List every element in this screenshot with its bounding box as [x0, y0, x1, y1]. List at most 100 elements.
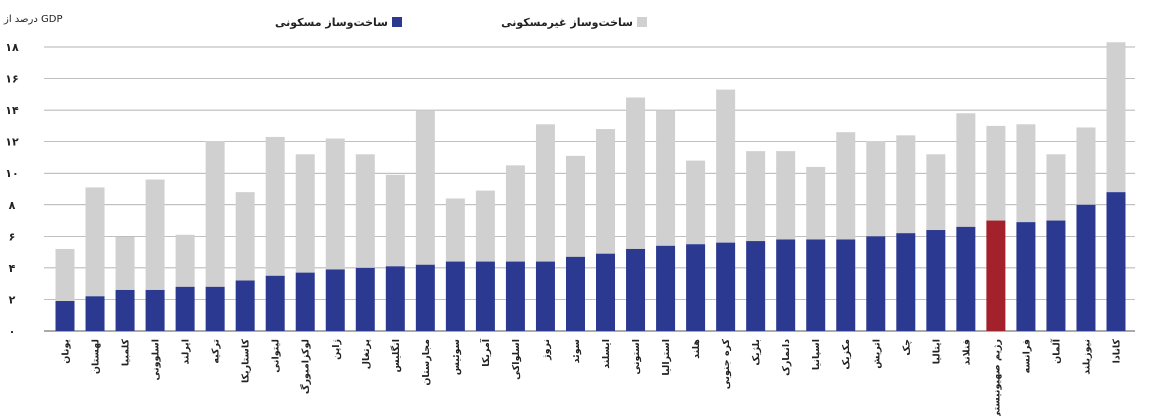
bar-residential [295, 272, 315, 331]
category-label: آلمان [1049, 338, 1062, 364]
bar-residential [145, 289, 165, 331]
bar-nonresidential [1106, 42, 1126, 193]
bar-nonresidential [1016, 124, 1036, 223]
y-axis-ticks: ۰ ۲ ۴ ۶ ۸ ۱۰ ۱۲ ۱۴ ۱۶ ۱۸ [5, 41, 19, 338]
bar-nonresidential [385, 174, 405, 267]
category-label: یونان [61, 339, 72, 364]
bar-residential [55, 301, 75, 331]
bar-residential [746, 241, 766, 331]
category-label: فرانسه [1021, 339, 1032, 373]
bar-nonresidential [896, 135, 916, 234]
bar-nonresidential [686, 160, 706, 245]
category-label: سوئیس [451, 339, 462, 375]
category-label: چک [901, 339, 912, 356]
category-label: استونی [631, 339, 642, 375]
category-label: اسپانیا [811, 339, 822, 370]
bar-nonresidential [265, 136, 285, 276]
category-label: فنلاند [961, 339, 972, 365]
category-label: ایرلند [181, 339, 192, 365]
legend-label-residential: ساخت‌وساز مسکونی [275, 16, 388, 29]
bar-residential [1106, 192, 1126, 331]
category-label: سوئد [571, 339, 582, 363]
bar-residential [896, 233, 916, 331]
category-label: ایسلند [601, 339, 612, 369]
bar-residential [1046, 220, 1066, 331]
y-axis-unit-label: درصد از GDP [3, 14, 62, 25]
bar-nonresidential [205, 141, 225, 287]
category-label: ایتالیا [931, 339, 942, 364]
bar-residential [205, 286, 225, 331]
category-label: نروژ [541, 339, 552, 361]
bar-nonresidential [1076, 127, 1096, 205]
bar-nonresidential [866, 141, 886, 237]
category-label: کاستاریکا [241, 339, 252, 383]
legend-label-nonresidential: ساخت‌وساز غیرمسکونی [501, 16, 633, 29]
category-label: مجارستان [421, 339, 432, 386]
category-label: هلند [691, 339, 702, 359]
bar-residential [265, 275, 285, 331]
bar-nonresidential [986, 125, 1006, 221]
bar-nonresidential [355, 154, 375, 268]
category-label: استرالیا [661, 339, 672, 376]
bar-nonresidential [235, 192, 255, 281]
category-label: ترکیه [211, 339, 222, 364]
y-tick-label: ۸ [9, 199, 16, 212]
category-label: اسلوونی [151, 339, 162, 381]
bar-residential [115, 289, 135, 331]
bar-residential [535, 261, 555, 331]
category-label: اتریش [871, 339, 882, 369]
bar-nonresidential [175, 234, 195, 287]
bar-residential [235, 280, 255, 331]
category-label: نیوزیلند [1081, 339, 1092, 375]
bar-nonresidential [565, 155, 585, 257]
bar-residential [626, 248, 646, 331]
bar-nonresidential [836, 132, 856, 240]
bar-residential [716, 242, 736, 331]
y-tick-label: ۱۸ [5, 41, 19, 54]
bar-residential [956, 226, 976, 331]
y-tick-label: ۴ [9, 262, 16, 275]
bar-nonresidential [55, 248, 75, 302]
y-tick-label: ۰ [9, 325, 16, 338]
bar-residential [85, 296, 105, 331]
bar-nonresidential [716, 89, 736, 243]
bar-nonresidential [626, 97, 646, 249]
y-tick-label: ۱۲ [5, 136, 19, 149]
bar-residential [866, 236, 886, 331]
category-label: بلژیک [751, 339, 762, 366]
category-label: ژاپن [331, 339, 342, 360]
bar-nonresidential [926, 154, 946, 231]
bar-residential [1016, 222, 1036, 331]
bar-residential [926, 230, 946, 331]
bar-nonresidential [115, 236, 135, 290]
bar-residential [385, 266, 405, 331]
y-tick-label: ۶ [9, 230, 16, 243]
category-label: لوکزامبورگ [300, 339, 312, 394]
bars [55, 42, 1126, 331]
y-tick-label: ۲ [9, 293, 16, 306]
category-labels: یونان لهستان کلمبیا اسلوونی ایرلند ترکیه کاستا… [61, 338, 1123, 416]
category-label: کلمبیا [121, 339, 132, 367]
bar-nonresidential [145, 179, 165, 290]
y-tick-label: ۱۶ [5, 73, 18, 86]
bar-nonresidential [445, 198, 465, 262]
bar-residential [505, 261, 525, 331]
bar-nonresidential [295, 154, 315, 273]
bar-residential [1076, 204, 1096, 331]
bar-residential [776, 239, 796, 331]
bar-nonresidential [746, 151, 766, 242]
y-tick-label: ۱۰ [5, 167, 18, 180]
bar-nonresidential [806, 166, 826, 240]
bar-residential [325, 269, 345, 331]
category-label: لهستان [91, 339, 102, 374]
bar-nonresidential [656, 110, 676, 246]
bar-nonresidential [956, 113, 976, 227]
bar-residential [656, 245, 676, 331]
legend: ساخت‌وساز مسکونی ساخت‌وساز غیرمسکونی [275, 16, 647, 29]
bar-residential [836, 239, 856, 331]
category-label: کانادا [1112, 339, 1123, 364]
category-label: انگلیس [390, 339, 402, 373]
bar-residential [355, 267, 375, 331]
bar-nonresidential [475, 190, 495, 262]
